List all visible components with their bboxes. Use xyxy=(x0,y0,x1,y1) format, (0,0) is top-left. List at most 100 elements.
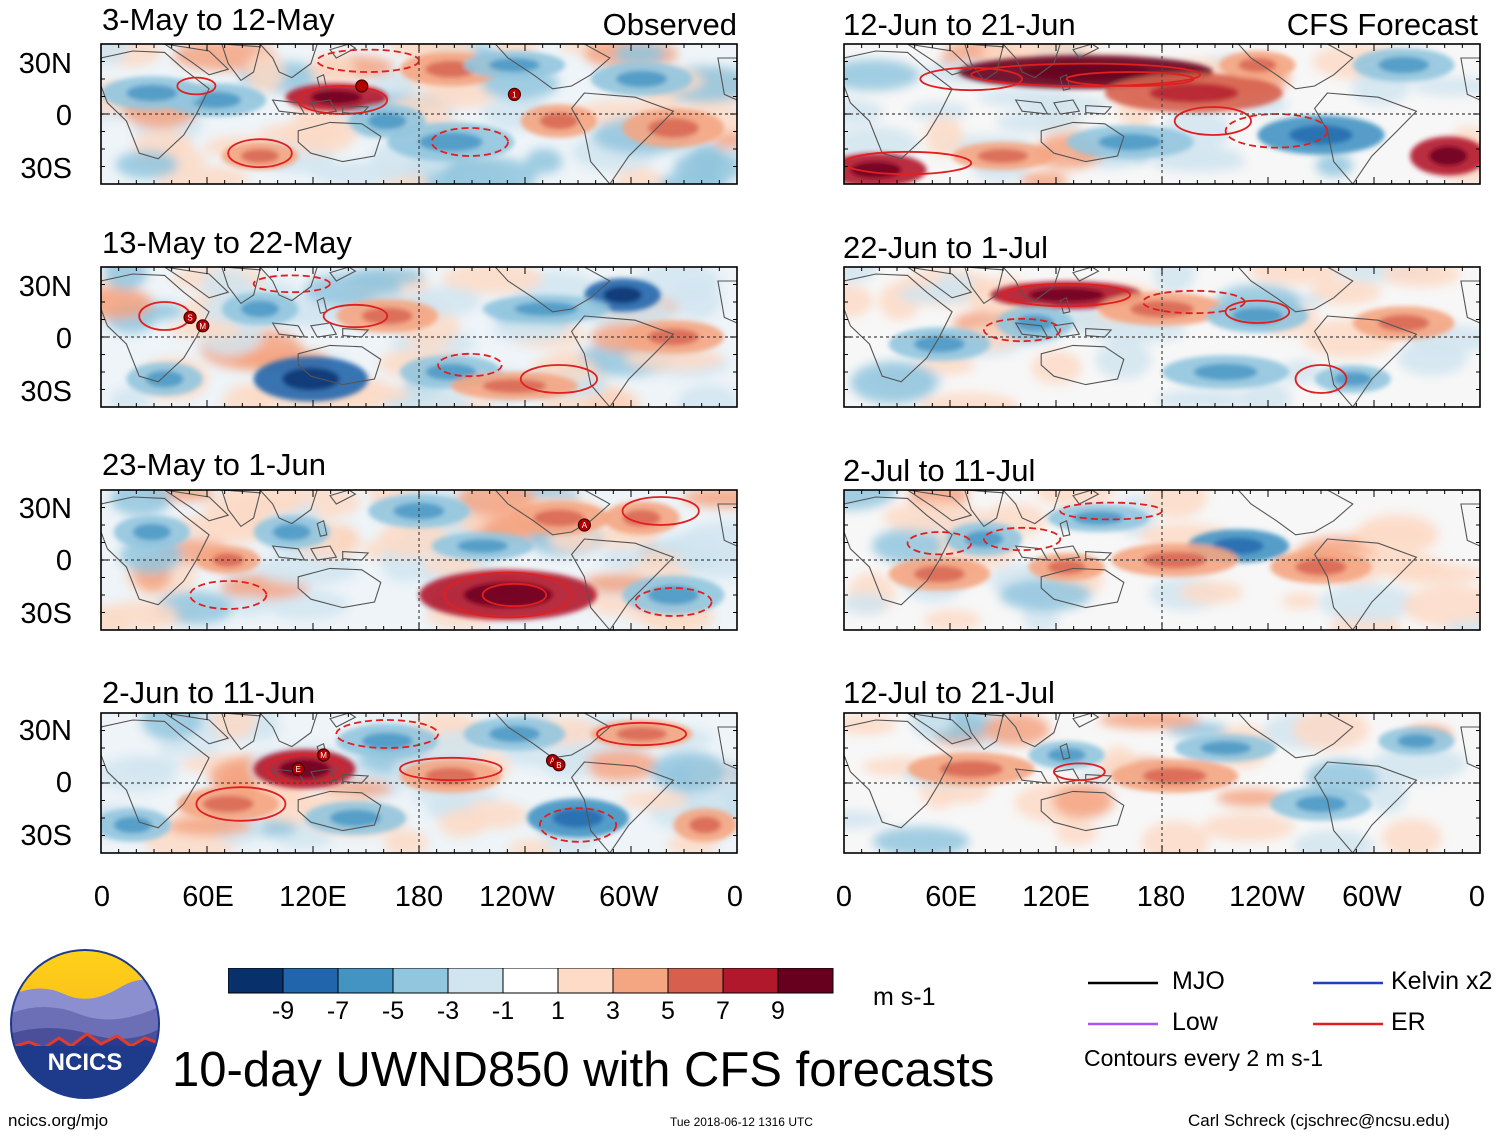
coastline xyxy=(844,50,953,160)
legend-kelvin-line xyxy=(1313,981,1383,985)
anomaly-core xyxy=(482,379,547,393)
coastline xyxy=(1040,567,1125,609)
footer-right: Carl Schreck (cjschrec@ncsu.edu) xyxy=(1188,1111,1450,1130)
anomaly-core xyxy=(113,816,152,834)
er-contour xyxy=(538,807,618,843)
colorbar-swatch xyxy=(447,968,504,994)
anomaly-core xyxy=(425,60,477,78)
anomaly-texture xyxy=(1282,592,1319,610)
anomaly-texture xyxy=(1179,580,1244,604)
coastline xyxy=(221,490,261,528)
er-contour xyxy=(1002,282,1132,308)
er-contour xyxy=(596,721,688,747)
er-contour xyxy=(621,496,700,526)
x-tick-120e: 120E xyxy=(1022,881,1090,913)
anomaly-core xyxy=(1193,363,1258,381)
coastline xyxy=(271,99,306,115)
coastline xyxy=(1059,743,1071,760)
coastline xyxy=(101,50,210,160)
colorbar-swatch xyxy=(282,968,339,994)
coastline xyxy=(164,267,230,299)
anomaly-core xyxy=(622,509,661,527)
main-title: 10-day UWND850 with CFS forecasts xyxy=(172,1043,995,1097)
anomaly-texture xyxy=(1350,523,1432,545)
coastline xyxy=(964,490,1004,528)
er-contour xyxy=(316,48,420,73)
coastline xyxy=(717,726,737,770)
colorbar-swatch xyxy=(777,968,834,994)
coastline xyxy=(271,545,306,561)
er-contour xyxy=(970,62,1202,87)
coastline xyxy=(310,545,338,561)
anomaly-texture xyxy=(844,59,920,91)
anomaly-core xyxy=(457,539,509,553)
anomaly-texture xyxy=(613,44,666,66)
anomaly-texture xyxy=(1318,583,1418,622)
anomaly-core xyxy=(552,808,604,828)
coastline xyxy=(164,713,230,745)
anomaly-texture xyxy=(844,810,887,829)
coastline xyxy=(1237,44,1354,90)
coastline xyxy=(1053,545,1081,561)
coastline xyxy=(259,713,318,748)
anomaly-core xyxy=(616,727,668,741)
legend-low: Low xyxy=(1088,1007,1308,1039)
er-contour xyxy=(335,719,439,749)
legend-er: ER xyxy=(1313,1007,1510,1039)
coastline xyxy=(907,44,973,76)
anomaly-texture xyxy=(442,156,538,184)
coastline xyxy=(1014,99,1049,115)
colorbar-swatch xyxy=(392,968,449,994)
map-panel xyxy=(843,712,1481,854)
coastline xyxy=(1040,344,1125,386)
coastline xyxy=(101,273,210,383)
anomaly-texture xyxy=(438,809,487,838)
storm-letter: E xyxy=(295,765,300,774)
anomaly-texture xyxy=(924,116,964,157)
coastline xyxy=(1237,490,1354,536)
coastline xyxy=(907,713,973,745)
anomaly-core xyxy=(1295,558,1347,576)
anomaly-core xyxy=(1072,511,1124,525)
coastline xyxy=(164,44,230,76)
coastline xyxy=(494,713,611,759)
anomaly-texture xyxy=(919,392,1020,407)
coastline xyxy=(570,538,675,630)
storm-letter: M xyxy=(320,751,327,760)
anomaly-texture xyxy=(166,816,252,836)
x-tick-60e: 60E xyxy=(925,881,977,913)
ncics-logo: NCICS xyxy=(10,949,160,1099)
storm-marker xyxy=(196,319,210,333)
anomaly-texture xyxy=(525,148,563,174)
coastline xyxy=(1460,280,1480,324)
x-tick-0: 0 xyxy=(835,881,853,913)
coastline xyxy=(164,490,230,522)
anomaly-core xyxy=(1429,146,1468,166)
coastline xyxy=(964,44,1004,82)
anomaly-core xyxy=(1295,795,1347,813)
coastline xyxy=(844,719,953,829)
anomaly-texture xyxy=(378,519,449,558)
er-contour xyxy=(227,138,293,169)
anomaly-core xyxy=(1047,748,1086,762)
map-panel: A xyxy=(100,489,738,631)
coastline xyxy=(329,267,357,282)
coastline xyxy=(101,719,210,829)
anomaly-texture xyxy=(1382,267,1461,288)
coastline xyxy=(717,57,737,101)
anomaly-core xyxy=(240,300,280,318)
anomaly-core xyxy=(603,286,642,304)
coastline xyxy=(907,490,973,522)
er-contour xyxy=(252,274,331,294)
anomaly-texture xyxy=(492,320,568,342)
anomaly-texture xyxy=(624,347,725,371)
anomaly-core xyxy=(1149,83,1239,103)
anomaly-texture xyxy=(156,739,221,757)
anomaly-core xyxy=(272,523,311,541)
contour-note: Contours every 2 m s-1 xyxy=(1084,1045,1324,1071)
legend-low-label: Low xyxy=(1172,1008,1218,1036)
coastline xyxy=(329,490,357,505)
x-tick-120w: 120W xyxy=(1229,881,1305,913)
anomaly-texture xyxy=(1248,267,1344,285)
anomaly-texture xyxy=(599,547,644,569)
